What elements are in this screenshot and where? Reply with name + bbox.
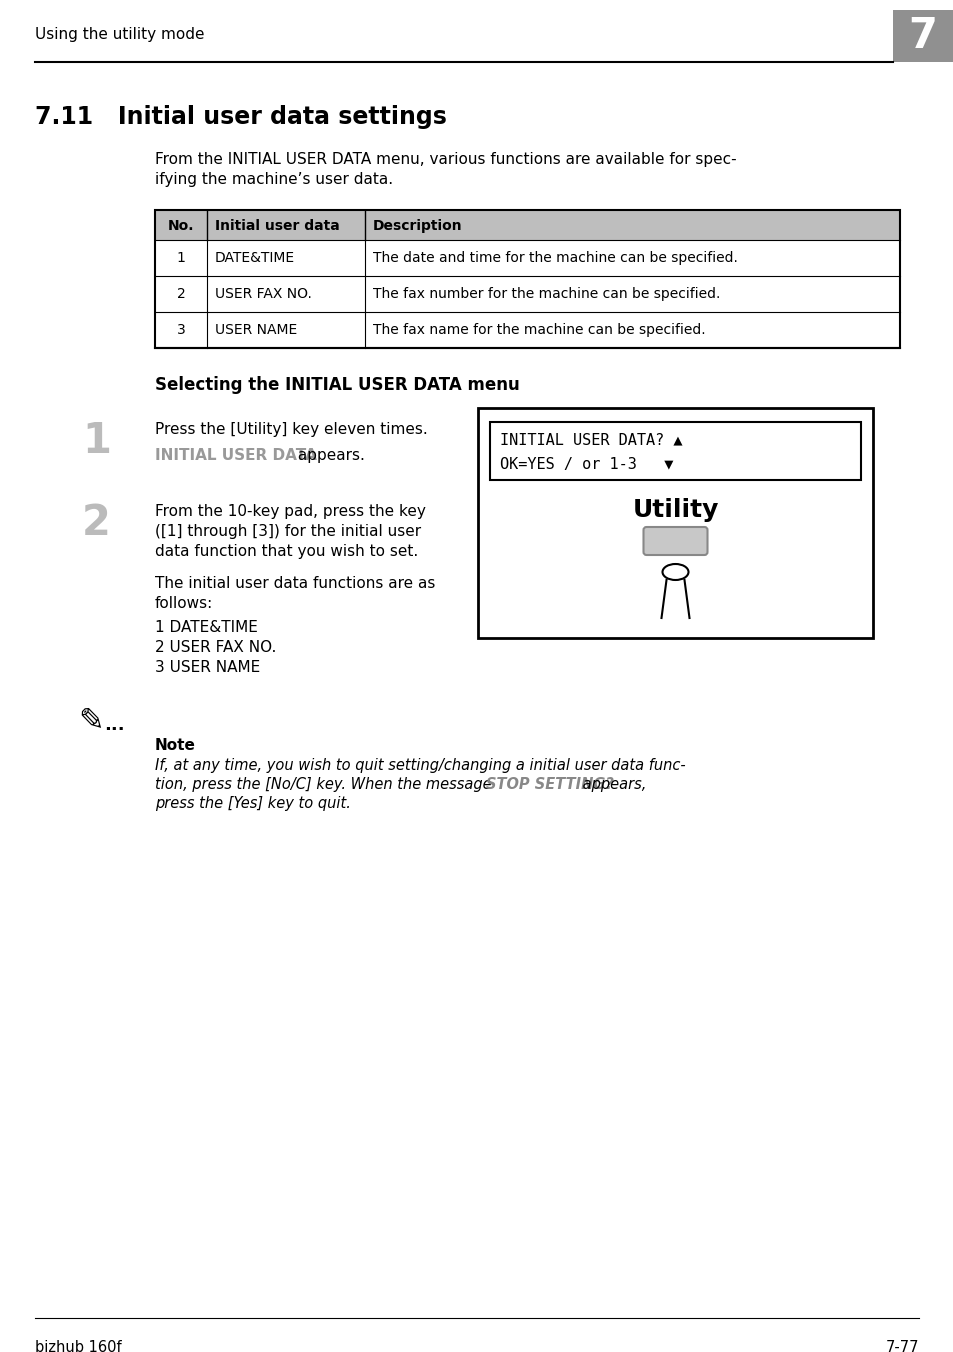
Text: INITIAL USER DATA: INITIAL USER DATA xyxy=(154,448,316,462)
FancyBboxPatch shape xyxy=(643,527,707,556)
Text: Using the utility mode: Using the utility mode xyxy=(35,27,204,42)
Text: No.: No. xyxy=(168,219,194,233)
Text: data function that you wish to set.: data function that you wish to set. xyxy=(154,544,417,558)
Text: The fax name for the machine can be specified.: The fax name for the machine can be spec… xyxy=(373,323,705,337)
Text: The initial user data functions are as: The initial user data functions are as xyxy=(154,576,435,591)
Text: USER NAME: USER NAME xyxy=(214,323,297,337)
Text: Utility: Utility xyxy=(632,498,718,522)
Text: Selecting the INITIAL USER DATA menu: Selecting the INITIAL USER DATA menu xyxy=(154,376,519,393)
Bar xyxy=(490,422,861,480)
Bar xyxy=(154,210,899,347)
Text: 2: 2 xyxy=(176,287,185,301)
Text: follows:: follows: xyxy=(154,596,213,611)
Text: appears.: appears. xyxy=(293,448,364,462)
Text: 2 USER FAX NO.: 2 USER FAX NO. xyxy=(154,639,276,654)
Ellipse shape xyxy=(661,564,688,580)
Text: DATE&TIME: DATE&TIME xyxy=(214,251,294,265)
Bar xyxy=(154,210,899,241)
Text: If, at any time, you wish to quit setting/changing a initial user data func-: If, at any time, you wish to quit settin… xyxy=(154,758,685,773)
Bar xyxy=(892,9,953,62)
Text: USER FAX NO.: USER FAX NO. xyxy=(214,287,312,301)
Text: The date and time for the machine can be specified.: The date and time for the machine can be… xyxy=(373,251,737,265)
Text: ✎: ✎ xyxy=(78,706,103,735)
Text: bizhub 160f: bizhub 160f xyxy=(35,1340,121,1352)
Text: press the [Yes] key to quit.: press the [Yes] key to quit. xyxy=(154,796,351,811)
Text: 1: 1 xyxy=(82,420,111,462)
Text: INITIAL USER DATA? ▲: INITIAL USER DATA? ▲ xyxy=(499,433,681,448)
Text: ifying the machine’s user data.: ifying the machine’s user data. xyxy=(154,172,393,187)
Text: Note: Note xyxy=(154,738,195,753)
Text: 1 DATE&TIME: 1 DATE&TIME xyxy=(154,621,257,635)
Text: Initial user data: Initial user data xyxy=(214,219,339,233)
Text: From the 10-key pad, press the key: From the 10-key pad, press the key xyxy=(154,504,425,519)
Text: 3: 3 xyxy=(176,323,185,337)
Text: Description: Description xyxy=(373,219,462,233)
Text: tion, press the [No/C] key. When the message: tion, press the [No/C] key. When the mes… xyxy=(154,777,491,792)
Text: 7.11   Initial user data settings: 7.11 Initial user data settings xyxy=(35,105,446,128)
Text: STOP SETTING?: STOP SETTING? xyxy=(485,777,613,792)
Text: Press the [Utility] key eleven times.: Press the [Utility] key eleven times. xyxy=(154,422,427,437)
Text: 3 USER NAME: 3 USER NAME xyxy=(154,660,260,675)
Bar xyxy=(477,408,872,638)
Text: 1: 1 xyxy=(176,251,185,265)
Text: The fax number for the machine can be specified.: The fax number for the machine can be sp… xyxy=(373,287,720,301)
Text: 2: 2 xyxy=(82,502,111,544)
Text: From the INITIAL USER DATA menu, various functions are available for spec-: From the INITIAL USER DATA menu, various… xyxy=(154,151,736,168)
Text: ...: ... xyxy=(104,717,125,734)
Text: OK=YES / or 1-3   ▼: OK=YES / or 1-3 ▼ xyxy=(499,457,673,472)
Text: 7: 7 xyxy=(907,15,937,57)
Text: ([1] through [3]) for the initial user: ([1] through [3]) for the initial user xyxy=(154,525,420,539)
Text: appears,: appears, xyxy=(578,777,646,792)
Text: 7-77: 7-77 xyxy=(884,1340,918,1352)
